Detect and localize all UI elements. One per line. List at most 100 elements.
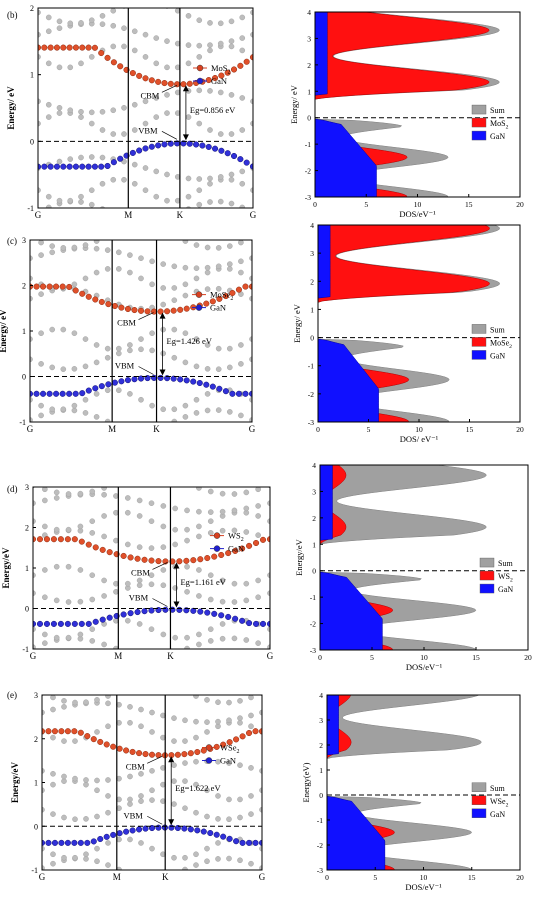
- grey-band-point: [240, 181, 245, 186]
- grey-band-point: [161, 261, 166, 266]
- legend-label-subscript: 2: [230, 296, 233, 302]
- gan-band-point: [100, 617, 106, 623]
- grey-band-point: [39, 253, 44, 258]
- grey-band-point: [68, 198, 73, 203]
- grey-band-point: [229, 172, 234, 177]
- grey-band-point: [259, 885, 264, 890]
- panel-label: (e): [7, 690, 17, 700]
- grey-band-point: [111, 0, 116, 3]
- legend-marker: [214, 546, 220, 552]
- tmd-band-point: [128, 555, 134, 561]
- gan-band-point: [236, 391, 242, 397]
- grey-band-point: [149, 875, 154, 880]
- grey-band-point: [138, 682, 143, 687]
- y-tick-label: 4: [319, 691, 323, 700]
- grey-band-point: [121, 0, 126, 3]
- legend-marker: [197, 65, 203, 71]
- grey-band-point: [72, 331, 77, 336]
- y-tick-label: 4: [307, 8, 311, 17]
- y-tick-label: -2: [305, 167, 311, 176]
- x-tick-label: 15: [468, 873, 476, 882]
- grey-band-point: [89, 18, 94, 23]
- grey-band-point: [94, 270, 99, 275]
- grey-band-point: [83, 856, 88, 861]
- dos-legend-label-subscript: 2: [510, 578, 513, 584]
- legend-label: WSe2: [220, 743, 240, 756]
- gan-band-point: [223, 388, 229, 394]
- grey-band-point: [150, 348, 155, 353]
- grey-band-point: [207, 176, 212, 181]
- grey-band-point: [66, 491, 71, 496]
- grey-band-point: [226, 797, 231, 802]
- grey-band-point: [238, 259, 243, 264]
- gan-band-point: [197, 609, 203, 615]
- grey-band-point: [173, 506, 178, 511]
- gan-band-point: [44, 621, 50, 627]
- legend-marker: [196, 292, 202, 298]
- tmd-band-point: [98, 50, 104, 56]
- grey-band-point: [240, 229, 245, 234]
- tmd-band-point: [246, 543, 252, 549]
- grey-band-point: [184, 481, 189, 486]
- grey-band-point: [149, 474, 154, 479]
- grey-band-point: [204, 859, 209, 864]
- dos-legend-label-subscript: 2: [506, 125, 509, 131]
- grey-band-point: [256, 513, 261, 518]
- y-tick-label: 2: [34, 735, 38, 744]
- grey-band-point: [238, 342, 243, 347]
- gan-band-point: [184, 378, 190, 384]
- grey-band-point: [83, 816, 88, 821]
- grey-band-point: [208, 530, 213, 535]
- grey-band-point: [218, 0, 223, 3]
- grey-band-point: [161, 545, 166, 550]
- x-tick-label: 5: [373, 873, 377, 882]
- grey-band-point: [39, 441, 44, 446]
- kpoint-label: G: [35, 210, 42, 220]
- grey-band-point: [248, 724, 253, 729]
- grey-band-point: [132, 0, 137, 5]
- grey-band-point: [232, 636, 237, 641]
- grey-band-point: [54, 668, 59, 673]
- grey-band-point: [50, 327, 55, 332]
- grey-band-point: [150, 403, 155, 408]
- grey-band-point: [89, 121, 94, 126]
- grey-band-point: [207, 88, 212, 93]
- tmd-band-point: [84, 733, 90, 739]
- grey-band-point: [105, 724, 110, 729]
- grey-band-point: [127, 426, 132, 431]
- grey-band-point: [150, 226, 155, 231]
- grey-band-point: [237, 763, 242, 768]
- grey-band-point: [186, 194, 191, 199]
- y-tick-label: 1: [22, 327, 26, 336]
- y-tick-label: 3: [310, 249, 314, 258]
- x-tick-label: 15: [466, 425, 474, 434]
- gan-band-point: [243, 391, 249, 397]
- grey-band-point: [105, 810, 110, 815]
- grey-band-point: [196, 524, 201, 529]
- grey-band-point: [204, 875, 209, 880]
- grey-band-point: [194, 410, 199, 415]
- dos-x-axis-label: DOS/eV⁻¹: [405, 882, 442, 892]
- gan-band-point: [212, 146, 218, 152]
- grey-band-point: [143, 0, 148, 4]
- dos-legend-label: MoSe2: [490, 338, 512, 350]
- grey-band-point: [193, 759, 198, 764]
- grey-band-point: [173, 635, 178, 640]
- grey-band-point: [218, 90, 223, 95]
- dos-legend-label-base: MoS: [490, 119, 506, 128]
- gan-band-point: [112, 380, 118, 386]
- tmd-band-point: [72, 728, 78, 734]
- grey-band-point: [149, 681, 154, 686]
- grey-band-point: [105, 701, 110, 706]
- grey-band-point: [72, 245, 77, 250]
- x-tick-label: 20: [516, 425, 524, 434]
- grey-band-point: [238, 435, 243, 440]
- grey-band-point: [183, 360, 188, 365]
- gan-band-point: [246, 620, 252, 626]
- grey-band-point: [66, 635, 71, 640]
- grey-band-point: [137, 498, 142, 503]
- grey-band-point: [149, 788, 154, 793]
- grey-band-point: [215, 724, 220, 729]
- grey-band-point: [94, 391, 99, 396]
